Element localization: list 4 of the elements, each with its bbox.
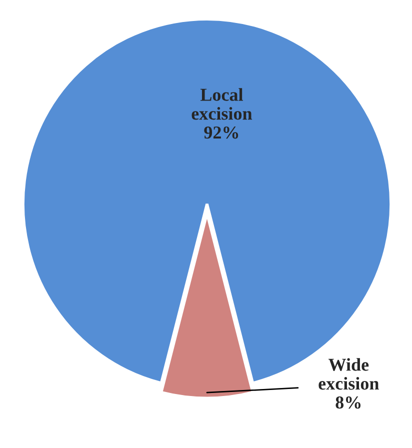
slice-label: Wide excision bbox=[318, 358, 379, 390]
data-label: 92% bbox=[204, 126, 238, 139]
data-label: 8% bbox=[336, 396, 360, 409]
slice-label: Local excision bbox=[192, 88, 252, 120]
